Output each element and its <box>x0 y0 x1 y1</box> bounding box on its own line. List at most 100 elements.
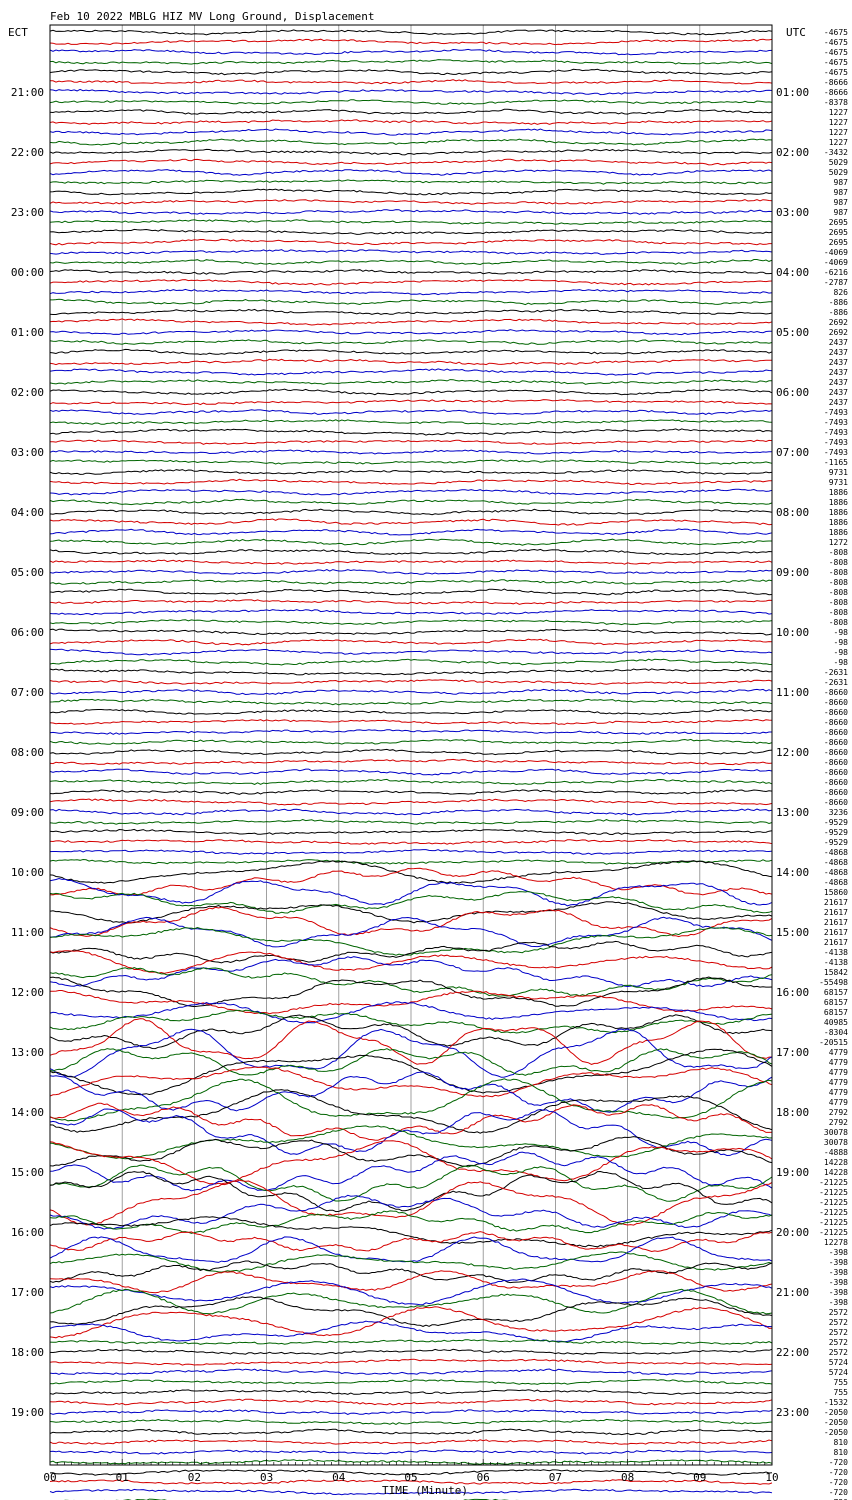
trace-offset-label: -7493 <box>824 448 848 457</box>
trace-line <box>49 698 773 706</box>
trace-line <box>49 559 773 565</box>
trace-offset-label: 4779 <box>829 1068 848 1077</box>
trace-offset-label: 15860 <box>824 888 848 897</box>
trace-line <box>49 1170 773 1213</box>
trace-line <box>49 569 773 575</box>
trace-line <box>49 388 773 396</box>
trace-line <box>49 1001 773 1024</box>
trace-offset-label: 1272 <box>829 538 848 547</box>
trace-offset-label: 68157 <box>824 1008 848 1017</box>
trace-line <box>49 950 773 974</box>
trace-line <box>49 158 773 166</box>
trace-offset-label: -3432 <box>824 148 848 157</box>
trace-line <box>49 469 773 475</box>
trace-line <box>49 709 773 715</box>
left-hour-label: 07:00 <box>11 686 44 699</box>
chart-title: Feb 10 2022 MBLG HIZ MV Long Ground, Dis… <box>50 10 375 23</box>
trace-offset-label: 4779 <box>829 1078 848 1087</box>
trace-line <box>49 348 773 356</box>
trace-offset-labels: -4675-4675-4675-4675-4675-8666-8666-8378… <box>819 28 848 1500</box>
right-hour-label: 22:00 <box>776 1346 809 1359</box>
trace-line <box>49 419 773 426</box>
trace-offset-label: -98 <box>834 628 849 637</box>
left-hour-label: 15:00 <box>11 1166 44 1179</box>
x-tick-label: 05 <box>404 1471 417 1484</box>
trace-line <box>49 940 773 964</box>
trace-line <box>49 119 773 125</box>
trace-offset-label: 810 <box>834 1438 849 1447</box>
trace-line <box>49 758 773 766</box>
trace-line <box>49 839 773 845</box>
trace-offset-label: -720 <box>829 1498 848 1500</box>
trace-offset-label: 826 <box>834 288 849 297</box>
trace-offset-label: 2437 <box>829 338 848 347</box>
trace-line <box>49 488 773 496</box>
trace-line <box>49 901 773 924</box>
trace-offset-label: 2437 <box>829 398 848 407</box>
trace-line <box>50 298 773 306</box>
right-hour-label: 11:00 <box>776 686 809 699</box>
trace-offset-label: -7493 <box>824 438 848 447</box>
trace-line <box>49 1409 773 1415</box>
trace-offset-label: -720 <box>829 1488 848 1497</box>
trace-line <box>49 1078 773 1122</box>
trace-offset-label: -808 <box>829 618 848 627</box>
trace-line <box>49 1339 773 1345</box>
trace-offset-label: -808 <box>829 598 848 607</box>
trace-offset-label: 2695 <box>829 238 848 247</box>
trace-offset-label: -808 <box>829 578 848 587</box>
trace-offset-label: -8660 <box>824 718 848 727</box>
right-hour-label: 01:00 <box>776 86 809 99</box>
trace-offset-label: 1227 <box>829 128 848 137</box>
trace-offset-label: 755 <box>834 1378 849 1387</box>
trace-line <box>49 318 773 326</box>
trace-line <box>49 88 773 96</box>
trace-line <box>49 1048 773 1076</box>
left-hour-label: 16:00 <box>11 1226 44 1239</box>
trace-offset-label: 15842 <box>824 968 848 977</box>
x-tick-label: 01 <box>116 1471 129 1484</box>
trace-line <box>49 609 773 616</box>
trace-offset-label: -21225 <box>819 1228 848 1237</box>
trace-offset-label: 5724 <box>829 1358 848 1367</box>
trace-offset-label: 2572 <box>829 1338 848 1347</box>
trace-line <box>49 329 772 336</box>
trace-offset-label: -4675 <box>824 48 848 57</box>
trace-line <box>49 1428 773 1436</box>
trace-line <box>49 1164 773 1202</box>
trace-offset-label: -7493 <box>824 428 848 437</box>
trace-line <box>49 379 772 385</box>
trace-line <box>49 738 773 745</box>
trace-offset-label: -4069 <box>824 258 848 267</box>
trace-line <box>49 1418 773 1425</box>
trace-offset-label: -4868 <box>824 878 848 887</box>
trace-offset-label: -4069 <box>824 248 848 257</box>
trace-offset-label: 14228 <box>824 1158 848 1167</box>
left-hour-label: 23:00 <box>11 206 44 219</box>
trace-line <box>49 1231 773 1253</box>
trace-line <box>49 29 773 36</box>
left-hour-label: 04:00 <box>11 506 44 519</box>
right-hour-label: 06:00 <box>776 386 809 399</box>
trace-line <box>49 1348 773 1355</box>
trace-offset-label: -8660 <box>824 688 848 697</box>
trace-line <box>49 108 773 115</box>
trace-line <box>49 1488 773 1496</box>
trace-line <box>49 1028 773 1078</box>
trace-offset-label: 987 <box>834 208 849 217</box>
trace-offset-label: -4675 <box>824 28 848 37</box>
trace-offset-label: -4888 <box>824 1148 848 1157</box>
right-hour-label: 02:00 <box>776 146 809 159</box>
trace-offset-label: -8660 <box>824 798 848 807</box>
trace-line <box>49 1368 773 1376</box>
trace-offset-label: 14228 <box>824 1168 848 1177</box>
trace-offset-label: 12278 <box>824 1238 848 1247</box>
trace-line <box>49 956 773 988</box>
trace-offset-label: -2050 <box>824 1428 848 1437</box>
trace-offset-label: -398 <box>829 1268 848 1277</box>
trace-line <box>49 1288 773 1315</box>
trace-offset-label: -8660 <box>824 698 848 707</box>
trace-line <box>49 219 773 225</box>
trace-offset-label: 2437 <box>829 348 848 357</box>
trace-line <box>49 498 773 506</box>
